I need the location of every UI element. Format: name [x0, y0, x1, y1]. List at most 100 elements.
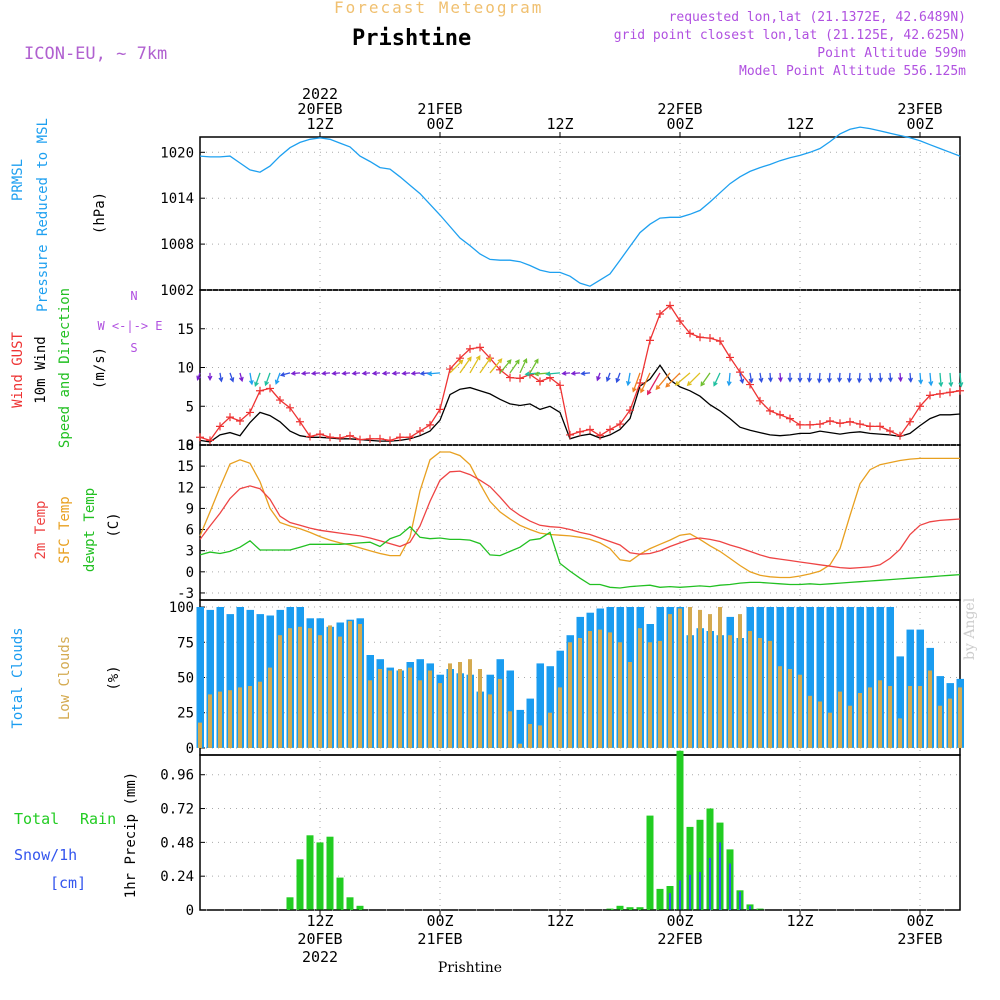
gust-marker [226, 413, 234, 422]
y-tick-label: 0 [186, 565, 194, 581]
low-cloud-bar [238, 687, 242, 748]
wind-direction-arrow [196, 372, 202, 381]
gust-marker [746, 380, 754, 389]
rain-bar [756, 908, 764, 910]
low-cloud-bar [308, 628, 312, 748]
bottom-time-label: 12Z [546, 912, 573, 930]
low-cloud-bar [488, 694, 492, 748]
pressure-label-long: Pressure Reduced to MSL [35, 118, 51, 312]
low-cloud-bar [658, 640, 662, 748]
wind-direction-arrow [207, 372, 213, 381]
sfc-temp-label: SFC Temp [57, 496, 73, 563]
gust-marker [886, 427, 894, 436]
low-cloud-bar [718, 607, 722, 748]
low-cloud-bar [948, 698, 952, 748]
y-tick-label: 0.96 [160, 768, 194, 784]
low-cloud-bar [338, 636, 342, 748]
total-cloud-bar [246, 609, 254, 748]
low-cloud-bar [408, 667, 412, 748]
y-tick-label: 18 [177, 438, 194, 454]
wind-direction-arrow [767, 372, 773, 383]
gust-marker [616, 420, 624, 429]
low-cloud-bar [458, 662, 462, 748]
top-time-label: 12Z [306, 115, 333, 133]
gust-marker [476, 343, 484, 352]
gust-marker [356, 435, 364, 444]
rain-bar [616, 905, 624, 910]
bottom-time-label: 12Z [786, 912, 813, 930]
bottom-time-label: 22FEB [657, 930, 702, 948]
gridpoint-coords: grid point closest lon,lat (21.125E, 42.… [613, 28, 966, 43]
gust-marker [256, 386, 264, 395]
y-tick-label: 50 [177, 671, 194, 687]
low-cloud-bar [618, 642, 622, 748]
rain-bar [606, 908, 614, 910]
wind-direction-arrow [640, 372, 651, 394]
wind-direction-arrow [877, 372, 883, 383]
gust-marker [906, 417, 914, 426]
wind-direction-arrow [410, 370, 421, 376]
top-time-label: 22FEB [657, 100, 702, 118]
low-cloud-bar [448, 663, 452, 748]
gust-marker [726, 353, 734, 362]
total-cloud-bar [876, 607, 884, 748]
low-cloud-bar [548, 712, 552, 748]
snow-bar [729, 863, 731, 910]
wind-direction-arrow [777, 372, 783, 383]
wind-direction-arrow [248, 372, 254, 386]
bottom-time-label: 20FEB [297, 930, 342, 948]
gust-marker [276, 396, 284, 405]
low-cloud-bar [518, 743, 522, 748]
rain-bar [696, 819, 704, 910]
total-cloud-bar [206, 609, 214, 748]
gust-marker [206, 436, 214, 445]
total-cloud-bar [886, 607, 894, 748]
bottom-time-label: 21FEB [417, 930, 462, 948]
rain-bar [306, 835, 314, 910]
rain-bar [656, 888, 664, 910]
wind-direction-arrow [817, 372, 822, 384]
gust-marker [556, 381, 564, 390]
snow-label: Snow/1h [14, 846, 77, 864]
wind-direction-arrow [928, 372, 934, 387]
wind-direction-arrow [857, 372, 862, 384]
low-cloud-bar [928, 670, 932, 748]
low-cloud-bar [588, 631, 592, 748]
total-cloud-bar [896, 656, 904, 748]
wind-direction-arrow [519, 357, 528, 374]
gust-marker [756, 396, 764, 405]
low-cloud-bar [678, 608, 682, 748]
gust-marker [776, 410, 784, 419]
low-cloud-bar [358, 624, 362, 748]
y-tick-label: 15 [177, 322, 194, 338]
wind-direction-arrow [748, 372, 754, 384]
snow-bar [689, 874, 691, 910]
wind-direction-arrow [361, 370, 371, 376]
wind-direction-arrow [331, 370, 341, 376]
low-cloud-bar [958, 687, 962, 748]
gust-marker [836, 419, 844, 428]
wind-direction-arrow [665, 372, 681, 388]
wind-direction-arrow [797, 372, 803, 383]
bottom-time-label: 00Z [426, 912, 453, 930]
gust-marker [766, 406, 774, 415]
top-time-label: 2022 [302, 85, 338, 103]
temp-2m-line [199, 470, 961, 569]
low-cloud-bar [828, 712, 832, 748]
wind-direction-arrow [545, 371, 561, 377]
top-time-label: 12Z [786, 115, 813, 133]
y-tick-label: 0 [186, 438, 194, 454]
total-cloud-bar [806, 607, 814, 748]
wind-direction-arrow [713, 372, 721, 387]
snow-bar [699, 872, 701, 910]
y-tick-label: 0.48 [160, 835, 194, 851]
wind-direction-arrow [381, 370, 391, 376]
wind-direction-arrow [938, 372, 944, 388]
wind-direction-arrow [918, 372, 924, 385]
gust-marker [316, 430, 324, 439]
snow-unit-label: [cm] [50, 874, 86, 892]
low-cloud-bar [738, 614, 742, 748]
wind-direction-arrow [310, 370, 321, 376]
rain-bar [626, 907, 634, 910]
gust-marker [506, 373, 514, 382]
